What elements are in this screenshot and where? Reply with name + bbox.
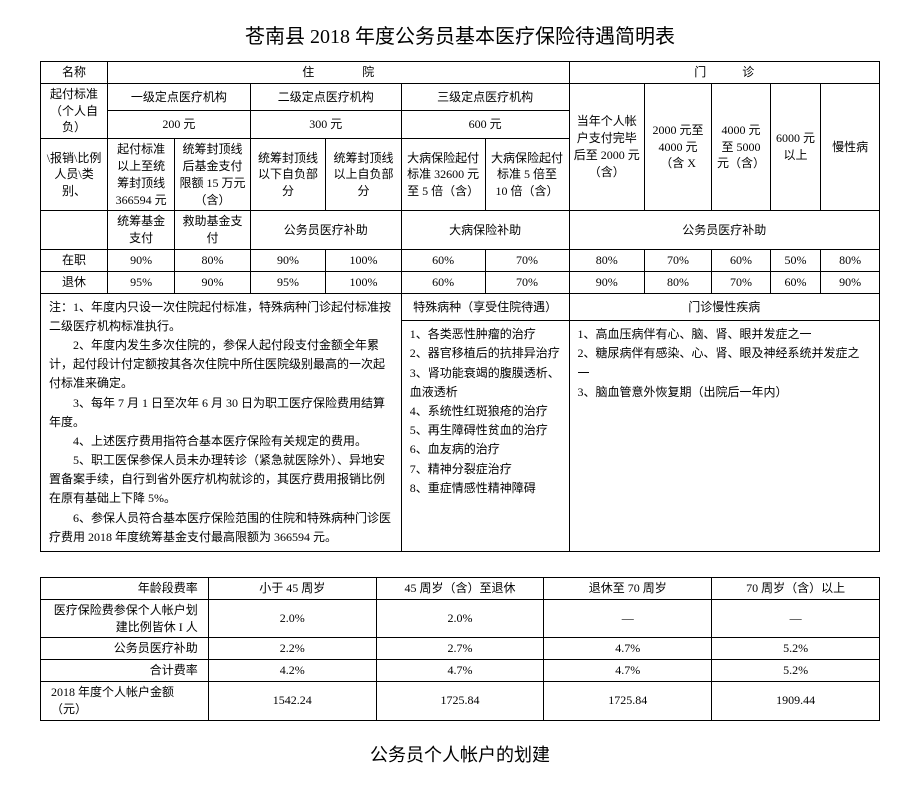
cell: 统筹封顶线后基金支付限额 15 万元（含）	[175, 139, 251, 211]
cell: 退休	[41, 271, 108, 293]
cell: 80%	[645, 271, 712, 293]
cell: 公务员医疗补助	[569, 211, 880, 250]
cell: 5.2%	[712, 638, 880, 660]
cell: 一级定点医疗机构	[108, 83, 251, 111]
main-table: 名称 住 院 门 诊 起付标准（个人自负） 一级定点医疗机构 二级定点医疗机构 …	[40, 61, 880, 552]
rate-table: 年龄段费率 小于 45 周岁 45 周岁（含）至退休 退休至 70 周岁 70 …	[40, 577, 880, 721]
cell: 大病保险补助	[401, 211, 569, 250]
cell: 起付标准（个人自负）	[41, 83, 108, 138]
cell: 统筹封顶线以上自负部分	[326, 139, 402, 211]
cell: 60%	[770, 271, 820, 293]
cell: 二级定点医疗机构	[250, 83, 401, 111]
cell: 医疗保险费参保个人帐户划建比例皆休 I 人	[41, 599, 209, 638]
cell: —	[544, 599, 712, 638]
cell: 300 元	[250, 111, 401, 139]
cell: 90%	[250, 249, 326, 271]
cell: 80%	[569, 249, 645, 271]
cell: 70%	[485, 249, 569, 271]
cell: 1909.44	[712, 681, 880, 720]
cell: 90%	[175, 271, 251, 293]
cell: 2.0%	[208, 599, 376, 638]
cell: 1725.84	[376, 681, 544, 720]
cell: 6000 元以上	[770, 83, 820, 211]
cell: 2000 元至 4000 元（含 X	[645, 83, 712, 211]
page-title: 苍南县 2018 年度公务员基本医疗保险待遇简明表	[40, 20, 880, 49]
cell: 60%	[401, 249, 485, 271]
cell: 4.7%	[376, 660, 544, 682]
cell: 起付标准以上至统筹封顶线 366594 元	[108, 139, 175, 211]
cell: 住 院	[108, 62, 569, 84]
cell: 门诊慢性疾病	[569, 293, 880, 321]
cell: 公务员医疗补助	[250, 211, 401, 250]
cell: 60%	[712, 249, 771, 271]
cell: 100%	[326, 271, 402, 293]
cell: 45 周岁（含）至退休	[376, 578, 544, 600]
cell: 60%	[401, 271, 485, 293]
cell: 95%	[108, 271, 175, 293]
cell: 小于 45 周岁	[208, 578, 376, 600]
cell: 三级定点医疗机构	[401, 83, 569, 111]
cell: 600 元	[401, 111, 569, 139]
cell	[41, 211, 108, 250]
cell: 统筹封顶线以下自负部分	[250, 139, 326, 211]
cell: 90%	[821, 271, 880, 293]
cell: 2.7%	[376, 638, 544, 660]
cell: 1542.24	[208, 681, 376, 720]
cell: 在职	[41, 249, 108, 271]
cell: 5.2%	[712, 660, 880, 682]
cell: 50%	[770, 249, 820, 271]
cell: 年龄段费率	[41, 578, 209, 600]
cell: 退休至 70 周岁	[544, 578, 712, 600]
cell: 90%	[108, 249, 175, 271]
cell: 70 周岁（含）以上	[712, 578, 880, 600]
cell: —	[712, 599, 880, 638]
cell: 救助基金支付	[175, 211, 251, 250]
cell: 2.2%	[208, 638, 376, 660]
cell: 70%	[712, 271, 771, 293]
cell: 1725.84	[544, 681, 712, 720]
cell: 100%	[326, 249, 402, 271]
notes-mid: 1、各类恶性肿瘤的治疗 2、器官移植后的抗排异治疗 3、肾功能衰竭的腹膜透析、血…	[401, 321, 569, 552]
cell: 大病保险起付标准 32600 元至 5 倍（含）	[401, 139, 485, 211]
cell: 200 元	[108, 111, 251, 139]
cell: 慢性病	[821, 83, 880, 211]
cell: 合计费率	[41, 660, 209, 682]
footer-title: 公务员个人帐户的划建	[40, 741, 880, 767]
cell: 统筹基金支付	[108, 211, 175, 250]
cell: 当年个人帐户支付完毕后至 2000 元（含）	[569, 83, 645, 211]
cell: 70%	[485, 271, 569, 293]
cell: 4000 元至 5000 元（含）	[712, 83, 771, 211]
cell: 2018 年度个人帐户金额（元）	[41, 681, 209, 720]
cell: 4.7%	[544, 660, 712, 682]
notes-left: 注：1、年度内只设一次住院起付标准，特殊病种门诊起付标准按二级医疗机构标准执行。…	[41, 293, 402, 551]
cell: 名称	[41, 62, 108, 84]
cell: 80%	[175, 249, 251, 271]
cell: 70%	[645, 249, 712, 271]
cell: 特殊病种（享受住院待遇）	[401, 293, 569, 321]
cell: 2.0%	[376, 599, 544, 638]
cell: 95%	[250, 271, 326, 293]
cell: 4.7%	[544, 638, 712, 660]
cell: 大病保险起付标准 5 倍至 10 倍（含）	[485, 139, 569, 211]
cell: 90%	[569, 271, 645, 293]
cell: \报销\比例人员\类别、	[41, 139, 108, 211]
cell: 门 诊	[569, 62, 880, 84]
cell: 公务员医疗补助	[41, 638, 209, 660]
cell: 80%	[821, 249, 880, 271]
cell: 4.2%	[208, 660, 376, 682]
notes-right: 1、高血压病伴有心、脑、肾、眼并发症之一 2、糖尿病伴有感染、心、肾、眼及神经系…	[569, 321, 880, 552]
